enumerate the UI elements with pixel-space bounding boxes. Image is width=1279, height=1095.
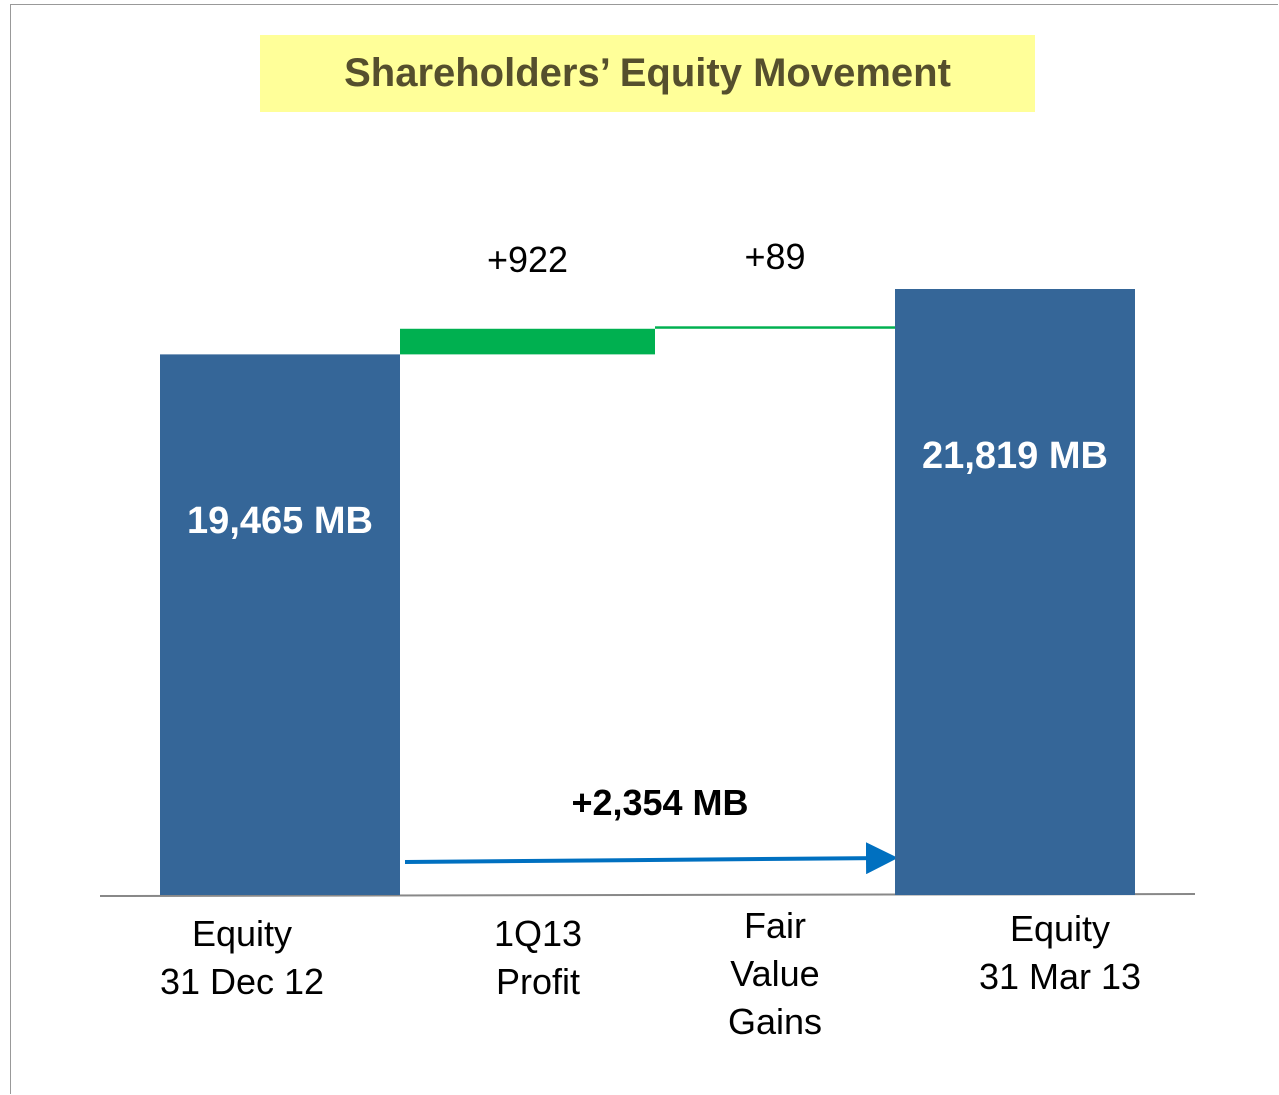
total-bar (895, 289, 1135, 895)
total-bar (160, 354, 400, 896)
value-label: +922 (486, 238, 569, 280)
x-tick-label: Equity 31 Mar 13 (978, 908, 1142, 997)
value-label: 21,819 MB (922, 435, 1108, 477)
annotation: +2,354 MB (571, 782, 749, 823)
increase-bar (400, 328, 655, 355)
x-tick-label: Equity 31 Dec 12 (159, 913, 325, 1002)
value-label: 19,465 MB (187, 500, 373, 543)
arrow (404, 842, 898, 875)
x-tick-label: Fair Value Gains (727, 905, 823, 1042)
increase-bar (655, 326, 895, 329)
x-tick-label: 1Q13 Profit (493, 913, 583, 1002)
value-label: +89 (744, 236, 806, 278)
frame (10, 4, 1278, 1094)
chart-title: Shareholders’ Equity Movement (260, 35, 1035, 112)
